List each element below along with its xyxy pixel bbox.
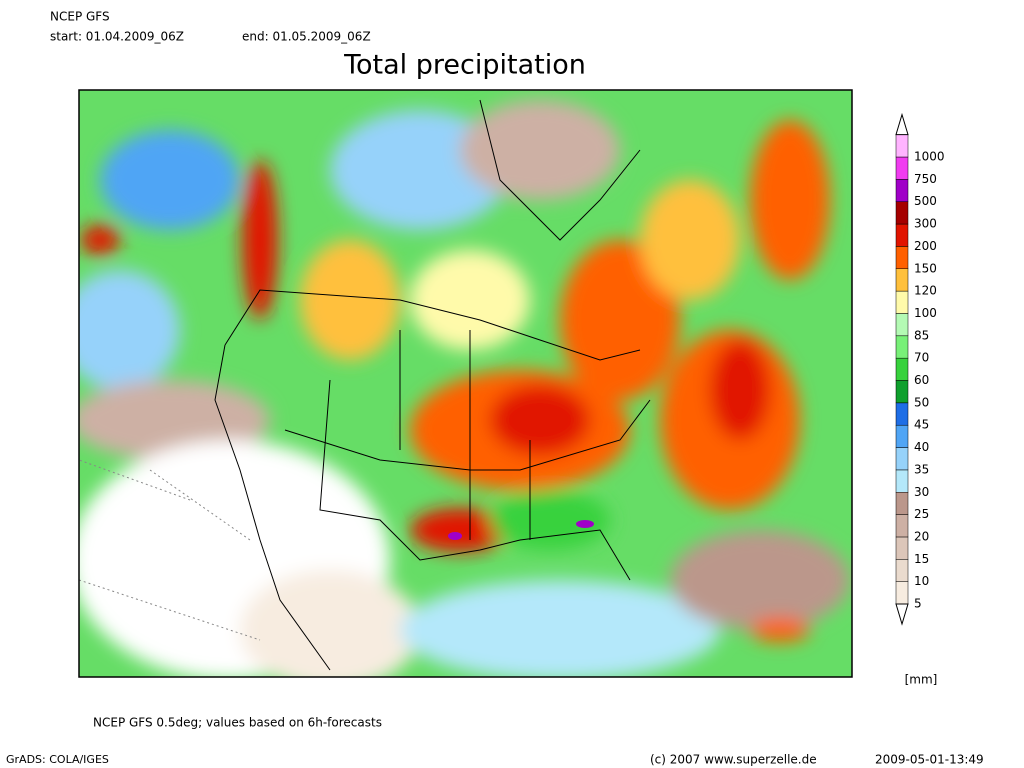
colorbar-arrow bbox=[895, 112, 909, 136]
level-label: 750 bbox=[914, 172, 937, 186]
color-swatch bbox=[895, 536, 909, 560]
color-swatch bbox=[895, 424, 909, 448]
color-swatch bbox=[895, 492, 909, 515]
color-swatch bbox=[895, 179, 909, 202]
level-label: 500 bbox=[914, 194, 937, 208]
copyright: (c) 2007 www.superzelle.de bbox=[650, 753, 817, 767]
level-label: 1000 bbox=[914, 150, 945, 164]
color-swatch bbox=[895, 559, 909, 582]
level-label: 15 bbox=[914, 552, 929, 566]
precipitation-map bbox=[79, 90, 852, 677]
map-frame bbox=[78, 89, 853, 678]
level-label: 50 bbox=[914, 395, 929, 409]
color-swatch bbox=[895, 380, 909, 404]
colorbar-arrow bbox=[895, 603, 909, 626]
level-label: 40 bbox=[914, 440, 929, 454]
color-swatch bbox=[895, 246, 909, 269]
color-swatch bbox=[895, 447, 909, 471]
color-swatch bbox=[895, 134, 909, 158]
start-time: start: 01.04.2009_06Z bbox=[50, 30, 184, 44]
color-swatch bbox=[895, 514, 909, 538]
level-label: 25 bbox=[914, 507, 929, 521]
level-label: 120 bbox=[914, 284, 937, 298]
level-label: 60 bbox=[914, 373, 929, 387]
level-label: 30 bbox=[914, 485, 929, 499]
level-label: 85 bbox=[914, 328, 929, 342]
timestamp: 2009-05-01-13:49 bbox=[875, 753, 984, 767]
software-credit: GrADS: COLA/IGES bbox=[6, 753, 109, 766]
max-spot bbox=[448, 532, 462, 540]
colorbar: 5 10 15 20 25 30 35 40 45 50 60 70 85 100 120 150 200 300… bbox=[895, 112, 945, 626]
footer-note: NCEP GFS 0.5deg; values based on 6h-fore… bbox=[93, 716, 382, 730]
end-time: end: 01.05.2009_06Z bbox=[242, 30, 371, 44]
color-swatch bbox=[895, 156, 909, 180]
unit-label: [mm] bbox=[905, 673, 938, 687]
color-swatch bbox=[895, 268, 909, 292]
level-label: 20 bbox=[914, 529, 929, 543]
color-swatch bbox=[895, 290, 909, 314]
color-swatch bbox=[895, 402, 909, 426]
level-label: 200 bbox=[914, 239, 937, 253]
color-swatch bbox=[895, 357, 909, 381]
level-label: 35 bbox=[914, 462, 929, 476]
map-title: Total precipitation bbox=[343, 50, 586, 81]
color-swatch bbox=[895, 335, 909, 359]
level-label: 150 bbox=[914, 261, 937, 275]
level-label: 5 bbox=[914, 597, 922, 611]
level-label: 10 bbox=[914, 574, 929, 588]
color-swatch bbox=[895, 223, 909, 247]
max-spot bbox=[576, 520, 594, 528]
level-label: 70 bbox=[914, 351, 929, 365]
color-swatch bbox=[895, 313, 909, 337]
graticule bbox=[79, 459, 261, 641]
model-label: NCEP GFS bbox=[50, 10, 110, 24]
level-label: 45 bbox=[914, 418, 929, 432]
color-swatch bbox=[895, 469, 909, 493]
color-swatch bbox=[895, 201, 909, 225]
level-label: 100 bbox=[914, 306, 937, 320]
level-label: 300 bbox=[914, 217, 937, 231]
borders bbox=[214, 99, 651, 671]
color-swatch bbox=[895, 581, 909, 605]
